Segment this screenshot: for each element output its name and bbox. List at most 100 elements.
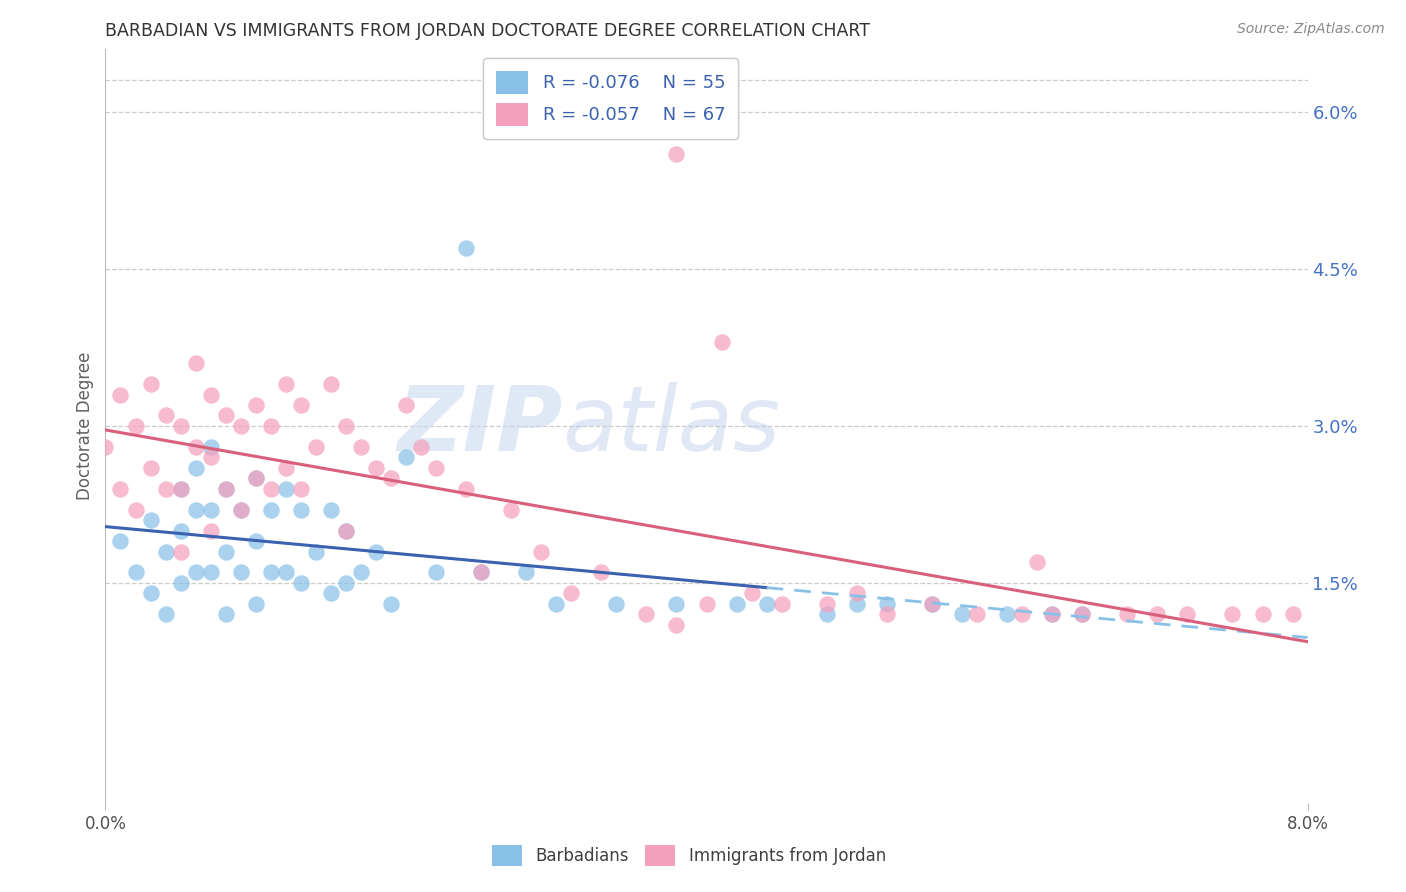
Point — [636, 607, 658, 622]
Text: Source: ZipAtlas.com: Source: ZipAtlas.com — [1237, 22, 1385, 37]
Point — [1146, 607, 1168, 622]
Point — [409, 440, 432, 454]
Point — [319, 377, 342, 392]
Point — [110, 482, 132, 496]
Point — [260, 566, 283, 580]
Point — [815, 607, 838, 622]
Point — [1281, 607, 1303, 622]
Point — [741, 586, 763, 600]
Point — [290, 576, 312, 591]
Point — [470, 566, 492, 580]
Point — [665, 146, 688, 161]
Point — [515, 566, 537, 580]
Point — [169, 419, 191, 434]
Point — [245, 534, 267, 549]
Point — [335, 419, 357, 434]
Point — [1040, 607, 1063, 622]
Point — [305, 440, 328, 454]
Point — [921, 597, 943, 611]
Point — [1071, 607, 1094, 622]
Point — [845, 586, 868, 600]
Point — [214, 607, 236, 622]
Point — [364, 460, 387, 475]
Point — [395, 398, 418, 412]
Point — [335, 576, 357, 591]
Point — [380, 597, 402, 611]
Point — [290, 398, 312, 412]
Point — [124, 419, 146, 434]
Point — [395, 450, 418, 465]
Point — [229, 566, 252, 580]
Point — [966, 607, 988, 622]
Point — [214, 409, 236, 423]
Point — [501, 502, 523, 516]
Point — [425, 566, 447, 580]
Point — [155, 409, 177, 423]
Point — [710, 335, 733, 350]
Point — [665, 597, 688, 611]
Point — [530, 544, 553, 558]
Point — [200, 502, 222, 516]
Point — [425, 460, 447, 475]
Point — [335, 524, 357, 538]
Point — [1011, 607, 1033, 622]
Point — [876, 597, 898, 611]
Point — [200, 450, 222, 465]
Point — [305, 544, 328, 558]
Point — [364, 544, 387, 558]
Point — [1116, 607, 1139, 622]
Point — [139, 586, 162, 600]
Point — [950, 607, 973, 622]
Point — [1251, 607, 1274, 622]
Point — [591, 566, 613, 580]
Point — [169, 482, 191, 496]
Point — [725, 597, 748, 611]
Legend: R = -0.076    N = 55, R = -0.057    N = 67: R = -0.076 N = 55, R = -0.057 N = 67 — [482, 58, 738, 139]
Point — [139, 513, 162, 527]
Point — [470, 566, 492, 580]
Point — [169, 482, 191, 496]
Point — [995, 607, 1018, 622]
Point — [380, 471, 402, 485]
Point — [214, 482, 236, 496]
Point — [245, 471, 267, 485]
Point — [139, 377, 162, 392]
Point — [184, 502, 207, 516]
Point — [245, 398, 267, 412]
Point — [1040, 607, 1063, 622]
Point — [1071, 607, 1094, 622]
Point — [184, 460, 207, 475]
Point — [139, 460, 162, 475]
Point — [921, 597, 943, 611]
Point — [696, 597, 718, 611]
Point — [214, 544, 236, 558]
Point — [214, 482, 236, 496]
Point — [454, 241, 477, 255]
Point — [319, 502, 342, 516]
Point — [815, 597, 838, 611]
Text: ZIP: ZIP — [396, 382, 562, 470]
Point — [245, 471, 267, 485]
Point — [229, 419, 252, 434]
Point — [124, 566, 146, 580]
Point — [319, 586, 342, 600]
Point — [184, 356, 207, 370]
Point — [274, 377, 297, 392]
Point — [350, 566, 373, 580]
Point — [200, 387, 222, 401]
Point — [876, 607, 898, 622]
Point — [546, 597, 568, 611]
Point — [184, 440, 207, 454]
Text: BARBADIAN VS IMMIGRANTS FROM JORDAN DOCTORATE DEGREE CORRELATION CHART: BARBADIAN VS IMMIGRANTS FROM JORDAN DOCT… — [105, 22, 870, 40]
Point — [200, 524, 222, 538]
Legend: Barbadians, Immigrants from Jordan: Barbadians, Immigrants from Jordan — [485, 838, 893, 873]
Point — [605, 597, 627, 611]
Point — [169, 524, 191, 538]
Point — [260, 502, 283, 516]
Point — [1026, 555, 1049, 569]
Point — [260, 482, 283, 496]
Point — [110, 534, 132, 549]
Point — [169, 544, 191, 558]
Point — [454, 482, 477, 496]
Point — [169, 576, 191, 591]
